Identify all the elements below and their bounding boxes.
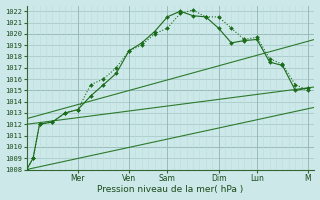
X-axis label: Pression niveau de la mer( hPa ): Pression niveau de la mer( hPa )	[98, 185, 244, 194]
